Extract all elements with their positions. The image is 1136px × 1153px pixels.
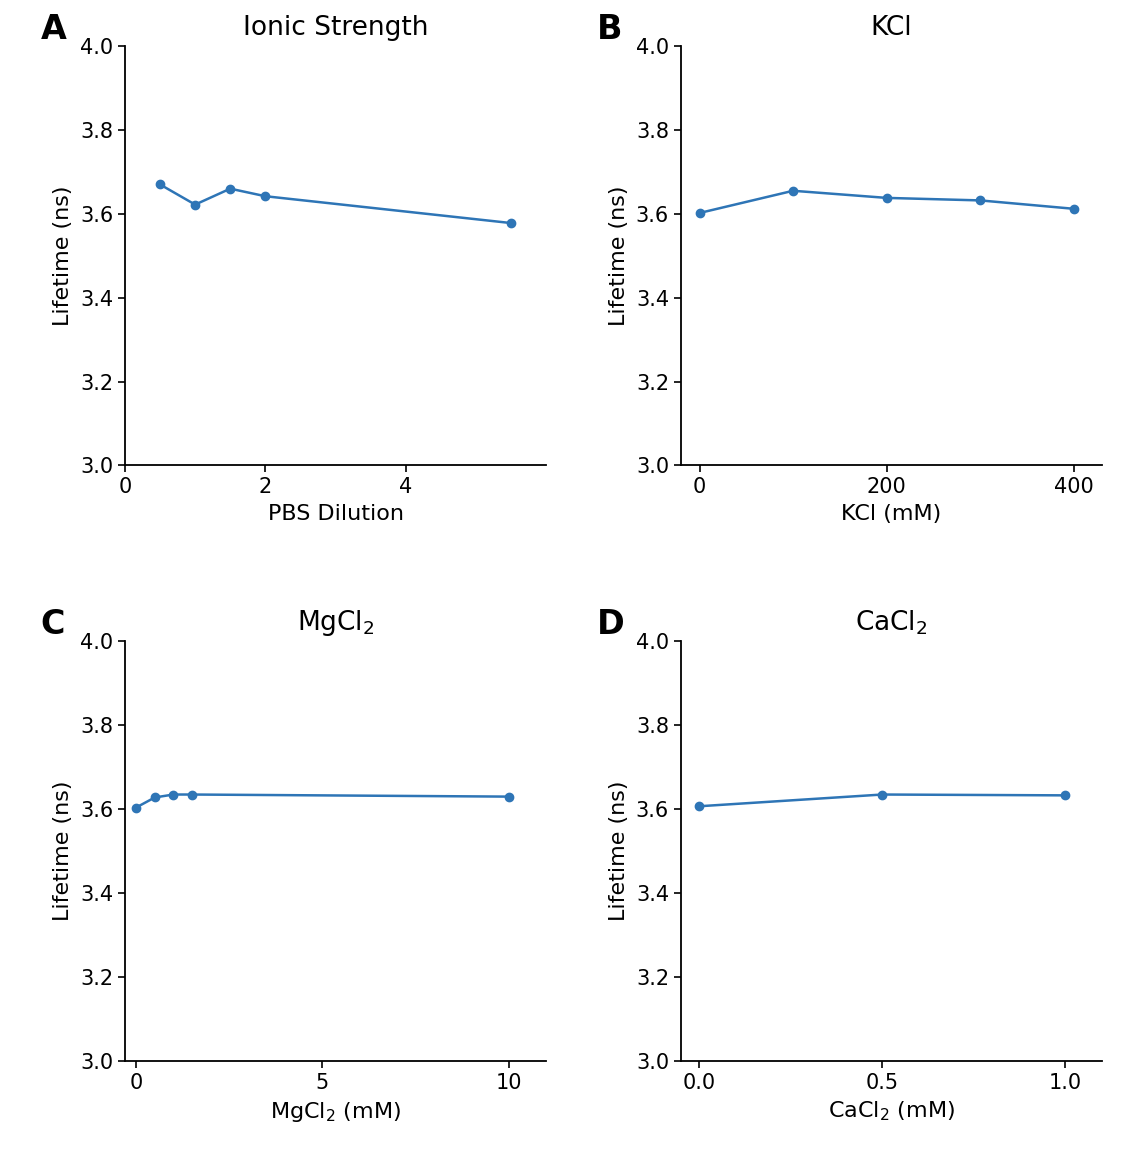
Text: B: B [596, 13, 623, 46]
Y-axis label: Lifetime (ns): Lifetime (ns) [53, 781, 73, 921]
X-axis label: MgCl$_2$ (mM): MgCl$_2$ (mM) [270, 1100, 401, 1123]
X-axis label: KCl (mM): KCl (mM) [842, 504, 942, 525]
X-axis label: PBS Dilution: PBS Dilution [267, 504, 403, 525]
Title: Ionic Strength: Ionic Strength [243, 15, 428, 42]
Text: D: D [596, 608, 625, 641]
X-axis label: CaCl$_2$ (mM): CaCl$_2$ (mM) [828, 1100, 955, 1123]
Y-axis label: Lifetime (ns): Lifetime (ns) [609, 186, 629, 326]
Title: CaCl$_2$: CaCl$_2$ [855, 609, 928, 636]
Text: A: A [41, 13, 67, 46]
Title: KCl: KCl [870, 15, 912, 42]
Y-axis label: Lifetime (ns): Lifetime (ns) [53, 186, 73, 326]
Y-axis label: Lifetime (ns): Lifetime (ns) [609, 781, 629, 921]
Title: MgCl$_2$: MgCl$_2$ [296, 609, 374, 639]
Text: C: C [41, 608, 65, 641]
